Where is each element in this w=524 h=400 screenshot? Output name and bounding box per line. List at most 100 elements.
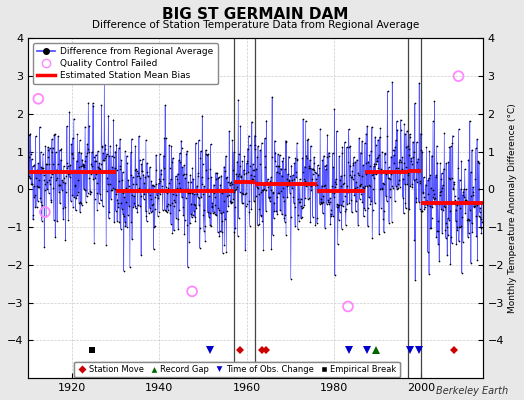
Point (376, 186, 384, 192)
Point (174, 157, 183, 163)
Point (453, 202, 461, 208)
Point (307, 143, 315, 149)
Point (252, 166, 260, 172)
Title: BIG ST GERMAIN DAM: BIG ST GERMAIN DAM (162, 7, 348, 22)
Point (331, 272, 339, 278)
Point (112, 191, 120, 197)
Point (358, 138, 366, 144)
Point (60, 204, 69, 210)
Point (225, 128, 233, 135)
Point (354, 170, 363, 176)
Point (278, 158, 287, 164)
Point (86, 189, 95, 196)
Point (90, 154, 98, 160)
Point (339, 203, 347, 210)
Point (166, 210, 174, 216)
Point (148, 182, 157, 188)
Point (85, 188, 94, 194)
Point (158, 186, 167, 192)
Point (344, 188, 352, 195)
Point (69, 135, 77, 141)
Point (89, 100, 97, 106)
Point (113, 196, 122, 203)
Point (42, 161, 51, 168)
Point (93, 190, 101, 196)
Point (47, 196, 55, 203)
Point (50, 132, 58, 138)
Point (337, 225, 346, 232)
Point (310, 167, 318, 173)
Point (41, 180, 49, 187)
Point (394, 164, 402, 171)
Point (127, 149, 135, 156)
Point (363, 183, 371, 189)
Point (418, 148, 427, 155)
Point (230, 149, 238, 156)
Point (288, 185, 297, 192)
Point (436, 188, 445, 195)
Point (77, 200, 85, 206)
Point (282, 175, 291, 182)
Point (374, 137, 383, 143)
Point (32, 175, 40, 181)
Point (372, 142, 380, 148)
Point (471, 198, 479, 205)
Point (177, 138, 185, 144)
Point (398, 168, 406, 175)
Point (275, 170, 283, 176)
Point (326, 221, 335, 228)
Point (455, 224, 463, 230)
Point (83, 141, 92, 147)
Point (255, 205, 263, 212)
Point (419, 190, 427, 196)
Point (111, 165, 119, 171)
Point (407, 158, 415, 164)
Point (200, 207, 209, 213)
Point (288, 176, 296, 183)
Point (461, 196, 470, 203)
Point (363, 205, 372, 211)
Point (342, 222, 350, 228)
Point (212, 170, 220, 176)
Point (309, 171, 317, 178)
Point (448, 140, 456, 146)
Point (290, 204, 299, 210)
Point (117, 200, 125, 206)
Point (299, 116, 307, 122)
Point (455, 176, 464, 183)
Point (118, 177, 126, 184)
Point (104, 112, 113, 119)
Point (335, 153, 343, 160)
Point (292, 169, 300, 175)
Point (281, 166, 289, 172)
Point (80, 162, 89, 168)
Point (356, 183, 364, 189)
Point (456, 186, 465, 192)
Point (332, 176, 340, 182)
Point (428, 215, 436, 221)
Point (62, 173, 70, 180)
Point (54, 182, 63, 188)
Point (401, 130, 409, 137)
Point (382, 169, 390, 176)
Point (130, 202, 139, 209)
Point (303, 137, 312, 144)
Point (162, 209, 171, 215)
Point (242, 190, 250, 196)
Point (193, 183, 201, 189)
Point (190, 191, 199, 197)
Point (313, 215, 322, 221)
Point (26, 175, 34, 181)
Point (180, 162, 188, 168)
Point (68, 150, 76, 156)
Point (290, 176, 298, 182)
Point (181, 175, 189, 181)
Point (402, 128, 411, 134)
Point (353, 157, 361, 163)
Point (76, 199, 84, 206)
Point (358, 199, 367, 206)
Point (349, 160, 357, 166)
Point (440, 166, 448, 172)
Point (413, 168, 422, 175)
Point (453, 224, 461, 230)
